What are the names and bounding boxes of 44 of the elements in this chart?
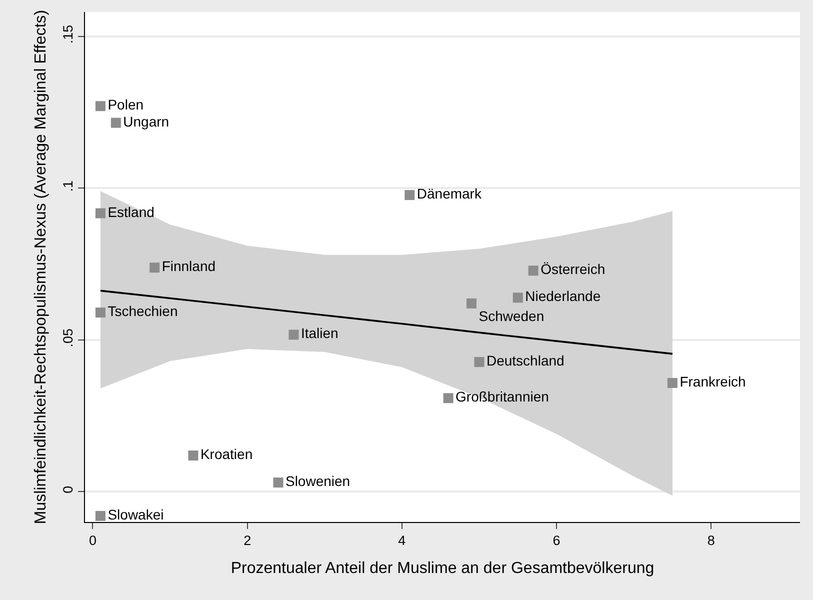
data-label: Deutschland	[486, 352, 564, 369]
data-label: Italien	[300, 325, 338, 342]
data-label: Finnland	[162, 258, 216, 274]
point	[273, 478, 284, 488]
y-axis-title: Muslimfeindlichkeit-Rechtspopulismus-Nexus (Average Marginal Effects)	[32, 10, 50, 524]
point	[288, 330, 299, 340]
data-label: Slowakei	[108, 506, 164, 522]
point	[188, 450, 198, 461]
x-tick-label: 0	[88, 533, 96, 548]
y-tick-label: 0	[60, 486, 76, 494]
point	[95, 208, 106, 218]
data-label: Schweden	[478, 308, 544, 324]
y-tick-label: .15	[60, 24, 76, 44]
point	[95, 510, 106, 521]
point	[95, 101, 106, 112]
y-tick-label: .05	[60, 328, 76, 348]
data-label: Polen	[108, 96, 144, 113]
data-label: Kroatien	[200, 446, 253, 462]
data-label: Ungarn	[123, 113, 170, 130]
point	[466, 298, 476, 308]
point	[667, 378, 678, 388]
point	[150, 262, 160, 273]
point	[512, 292, 523, 303]
point	[474, 357, 484, 368]
data-label: Österreich	[540, 261, 606, 278]
point	[404, 190, 415, 200]
point	[443, 393, 454, 404]
x-axis-title: Prozentualer Anteil der Muslime an der Gesamtbevölkerung	[230, 560, 654, 577]
point	[95, 308, 106, 318]
data-label: Großbritannien	[456, 388, 549, 405]
data-label: Estland	[108, 204, 154, 220]
data-label: Tschechien	[108, 303, 178, 320]
data-label: Frankreich	[680, 373, 746, 390]
point	[110, 118, 121, 128]
point	[528, 266, 538, 276]
x-tick-label: 6	[552, 533, 560, 548]
data-label: Niederlande	[525, 288, 601, 304]
x-tick-label: 2	[244, 533, 252, 548]
data-label: Slowenien	[285, 473, 350, 490]
data-label: Dänemark	[416, 186, 482, 202]
line-series	[100, 290, 674, 355]
y-tick-label: .1	[60, 180, 76, 192]
x-tick-label: 8	[707, 533, 715, 548]
x-tick-label: 4	[398, 533, 406, 548]
